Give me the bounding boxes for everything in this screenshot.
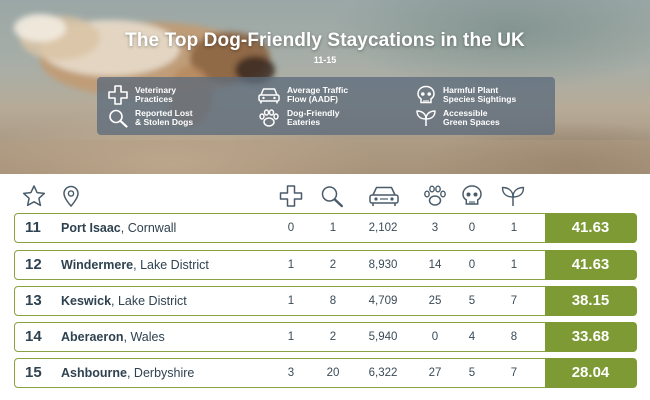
- region-name: , Wales: [123, 330, 165, 344]
- hero-banner: The Top Dog-Friendly Staycations in the …: [0, 0, 650, 174]
- legend-item-harmful-plants: Harmful Plant Species Sightings: [415, 85, 553, 105]
- magnifier-icon: [321, 186, 343, 208]
- town-name: Ashbourne: [61, 366, 127, 380]
- legend-label: Harmful Plant Species Sightings: [443, 84, 517, 104]
- page-title: The Top Dog-Friendly Staycations in the …: [125, 30, 525, 51]
- paw-icon: [424, 185, 446, 206]
- rank-number: 14: [25, 328, 42, 345]
- harmful-plants-count: 5: [468, 295, 476, 307]
- table-row: 14 Aberaeron, Wales 1 2 5,940 0 4 8 33.6…: [14, 321, 637, 352]
- score-badge: 41.63: [544, 212, 637, 243]
- green-spaces-count: 7: [510, 367, 518, 379]
- legend-item-traffic: Average Traffic Flow (AADF): [257, 85, 377, 105]
- table-row: 13 Keswick, Lake District 1 8 4,709 25 5…: [14, 285, 637, 316]
- eateries-count: 3: [431, 222, 439, 234]
- leaf-icon: [416, 110, 436, 126]
- car-icon: [369, 186, 399, 206]
- score-badge: 38.15: [544, 285, 637, 316]
- green-spaces-count: 7: [510, 295, 518, 307]
- legend-label: Average Traffic Flow (AADF): [287, 84, 349, 104]
- eateries-count: 25: [428, 295, 442, 307]
- location-name: Windermere, Lake District: [61, 258, 209, 272]
- vets-count: 1: [287, 259, 295, 271]
- score-badge: 28.04: [544, 357, 637, 388]
- vets-count: 3: [287, 367, 295, 379]
- score-badge: 41.63: [544, 249, 637, 280]
- region-name: , Derbyshire: [126, 366, 195, 380]
- legend-item-eateries: Dog-Friendly Eateries: [257, 108, 377, 128]
- legend-label: Accessible Green Spaces: [443, 107, 500, 127]
- green-spaces-count: 1: [510, 222, 518, 234]
- town-name: Windermere: [61, 258, 134, 272]
- medical-cross-icon: [279, 185, 303, 207]
- table-header: [0, 180, 650, 214]
- region-name: , Cornwall: [120, 221, 177, 235]
- lost-dogs-count: 2: [329, 259, 337, 271]
- harmful-plants-count: 0: [468, 259, 476, 271]
- eateries-count: 27: [428, 367, 442, 379]
- lost-dogs-count: 2: [329, 331, 337, 343]
- icon-legend: Veterinary Practices Reported Lost & Sto…: [97, 77, 555, 135]
- traffic-value: 2,102: [368, 222, 398, 234]
- town-name: Aberaeron: [61, 330, 124, 344]
- eateries-count: 14: [428, 259, 442, 271]
- legend-label: Reported Lost & Stolen Dogs: [135, 107, 194, 127]
- town-name: Keswick: [61, 294, 112, 308]
- green-spaces-count: 1: [510, 259, 518, 271]
- magnifier-icon: [109, 109, 128, 128]
- green-spaces-count: 8: [510, 331, 518, 343]
- eateries-count: 0: [431, 331, 439, 343]
- region-name: , Lake District: [133, 258, 209, 272]
- paw-icon: [259, 109, 279, 127]
- location-name: Ashbourne, Derbyshire: [61, 366, 194, 380]
- star-icon: [22, 185, 46, 207]
- legend-item-green-spaces: Accessible Green Spaces: [415, 108, 533, 128]
- table-row: 15 Ashbourne, Derbyshire 3 20 6,322 27 5…: [14, 357, 637, 388]
- location-name: Aberaeron, Wales: [61, 330, 165, 344]
- traffic-value: 4,709: [368, 295, 398, 307]
- dog-photo: [0, 14, 650, 174]
- harmful-plants-count: 5: [468, 367, 476, 379]
- traffic-value: 5,940: [368, 331, 398, 343]
- rank-number: 15: [25, 364, 42, 381]
- lost-dogs-count: 1: [329, 222, 337, 234]
- legend-label: Dog-Friendly Eateries: [287, 107, 340, 127]
- vets-count: 1: [287, 295, 295, 307]
- vets-count: 0: [287, 222, 295, 234]
- lost-dogs-count: 20: [326, 367, 340, 379]
- vets-count: 1: [287, 331, 295, 343]
- legend-item-veterinary: Veterinary Practices: [107, 85, 225, 105]
- rank-number: 13: [25, 292, 42, 309]
- rank-number: 12: [25, 256, 42, 273]
- location-name: Port Isaac, Cornwall: [61, 221, 176, 235]
- page-subtitle: 11-15: [313, 55, 337, 65]
- location-name: Keswick, Lake District: [61, 294, 187, 308]
- town-name: Port Isaac: [61, 221, 121, 235]
- legend-label: Veterinary Practices: [135, 84, 177, 104]
- legend-item-lost-dogs: Reported Lost & Stolen Dogs: [107, 108, 225, 128]
- rank-number: 11: [25, 219, 41, 236]
- skull-icon: [462, 185, 482, 205]
- car-icon: [258, 88, 280, 104]
- medical-cross-icon: [108, 85, 128, 105]
- traffic-value: 8,930: [368, 259, 398, 271]
- leaf-icon: [501, 186, 525, 206]
- table-row: 11 Port Isaac, Cornwall 0 1 2,102 3 0 1 …: [14, 212, 637, 243]
- harmful-plants-count: 4: [468, 331, 476, 343]
- skull-icon: [417, 85, 435, 104]
- score-badge: 33.68: [544, 321, 637, 352]
- region-name: , Lake District: [111, 294, 187, 308]
- harmful-plants-count: 0: [468, 222, 476, 234]
- traffic-value: 6,322: [368, 367, 398, 379]
- lost-dogs-count: 8: [329, 295, 337, 307]
- table-row: 12 Windermere, Lake District 1 2 8,930 1…: [14, 249, 637, 280]
- location-pin-icon: [63, 185, 79, 208]
